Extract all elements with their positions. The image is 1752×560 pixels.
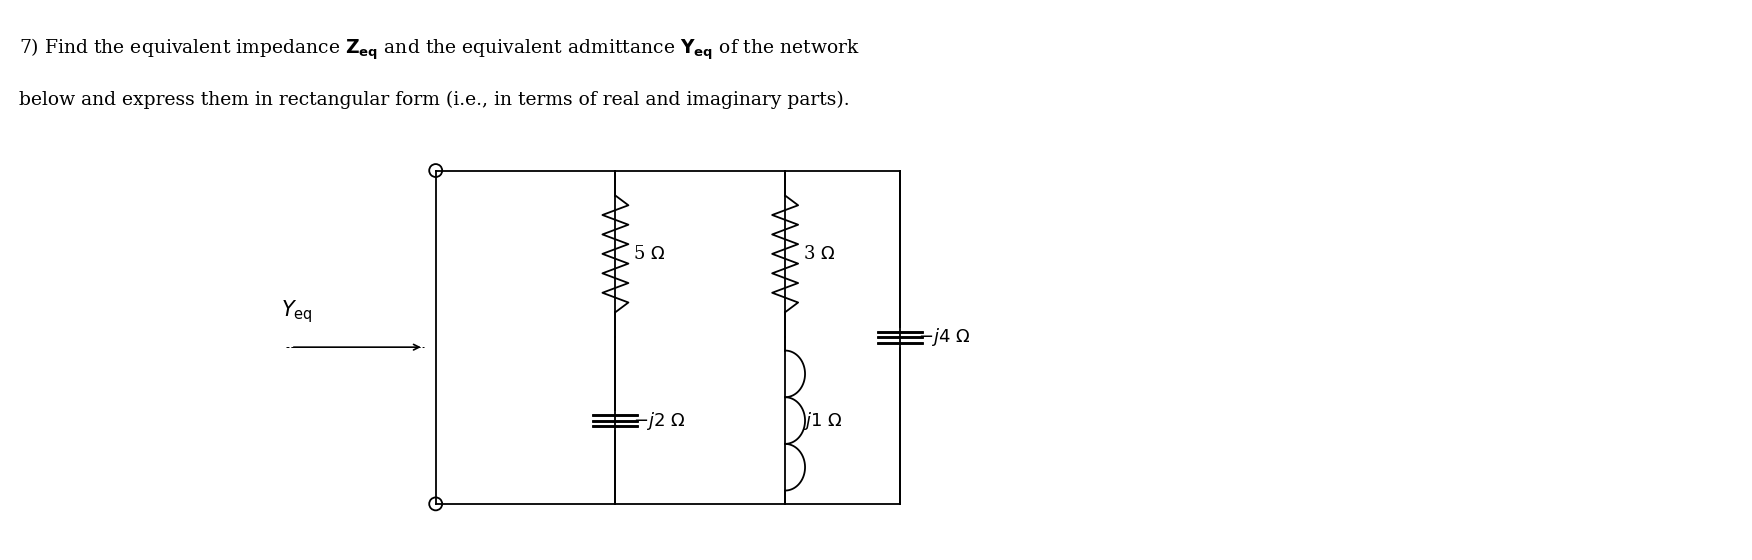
Text: $Y_\mathrm{eq}$: $Y_\mathrm{eq}$ <box>280 298 312 325</box>
Text: $j1\ \Omega$: $j1\ \Omega$ <box>802 409 843 432</box>
Text: $-j2\ \Omega$: $-j2\ \Omega$ <box>634 409 685 432</box>
Text: 3 $\Omega$: 3 $\Omega$ <box>802 245 836 263</box>
Text: 7) Find the equivalent impedance $\mathbf{Z}_\mathbf{eq}$ and the equivalent adm: 7) Find the equivalent impedance $\mathb… <box>19 36 860 62</box>
Text: $-j4\ \Omega$: $-j4\ \Omega$ <box>918 326 971 348</box>
Text: 5 $\Omega$: 5 $\Omega$ <box>634 245 666 263</box>
Text: below and express them in rectangular form (i.e., in terms of real and imaginary: below and express them in rectangular fo… <box>19 91 850 109</box>
